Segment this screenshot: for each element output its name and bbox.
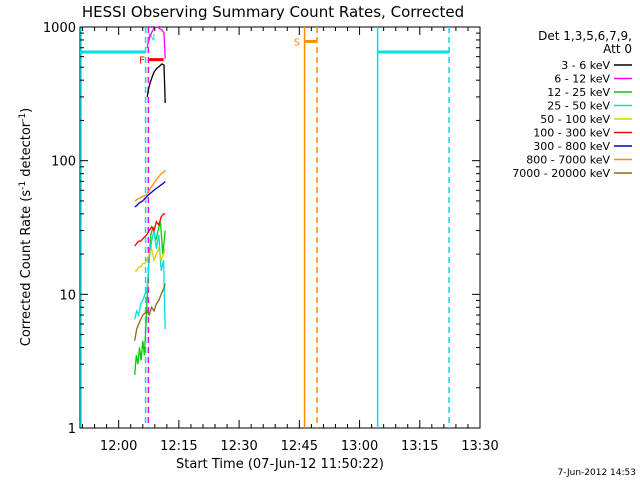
x-tick-label: 12:45 <box>281 439 318 454</box>
y-axis-label-main: Corrected Count Rate (s <box>19 190 34 347</box>
plot-frame <box>79 26 481 429</box>
series-line <box>134 283 166 341</box>
y-tick-label: 10 <box>59 288 76 303</box>
y-tick-label: 1 <box>68 422 76 437</box>
y-axis-label: Corrected Count Rate (s-1 detector-1) <box>18 108 34 346</box>
y-tick-label: 100 <box>51 155 76 170</box>
timestamp: 7-Jun-2012 14:53 <box>558 468 637 478</box>
flag-label: N <box>148 32 155 43</box>
series-line <box>146 63 166 104</box>
legend-label: 7000 - 20000 keV <box>512 167 610 180</box>
series-line <box>146 26 166 59</box>
legend-label: 300 - 800 keV <box>533 140 610 153</box>
legend-label: 25 - 50 keV <box>547 100 610 113</box>
legend-label: 3 - 6 keV <box>561 59 610 72</box>
y-axis-label-mid: detector <box>19 121 34 181</box>
legend-label: 800 - 7000 keV <box>526 154 610 167</box>
series-line <box>134 180 166 208</box>
legend-label: 12 - 25 keV <box>547 86 610 99</box>
series-line <box>134 169 166 202</box>
x-tick-label: 13:30 <box>461 439 498 454</box>
x-tick-label: 12:15 <box>160 439 197 454</box>
series-layer <box>134 26 166 375</box>
chart-title: HESSI Observing Summary Count Rates, Cor… <box>82 3 464 21</box>
x-tick-label: 12:30 <box>220 439 257 454</box>
x-tick-label: 13:00 <box>341 439 378 454</box>
markers-layer: F N S <box>80 27 450 428</box>
flag-label: F <box>139 56 145 67</box>
series-line <box>134 213 166 247</box>
y-axis-label-end: ) <box>19 108 34 113</box>
y-axis-label-sup1: -1 <box>18 181 28 190</box>
series-line <box>134 246 166 272</box>
flag-label: S <box>294 37 300 48</box>
y-tick-label: 1000 <box>43 21 76 36</box>
x-axis: 12:00 12:15 12:30 12:45 13:00 13:15 13:30 <box>82 27 499 454</box>
plot-area: F N S <box>79 26 481 429</box>
x-tick-label: 13:15 <box>401 439 438 454</box>
legend-header-line2: Att 0 <box>603 42 632 56</box>
y-axis-label-sup2: -1 <box>18 113 28 122</box>
legend-label: 100 - 300 keV <box>533 127 610 140</box>
x-tick-label: 12:00 <box>100 439 137 454</box>
legend-label: 50 - 100 keV <box>540 113 610 126</box>
series-line <box>134 221 166 375</box>
x-axis-label: Start Time (07-Jun-12 11:50:22) <box>176 457 384 472</box>
legend-header-line1: Det 1,3,5,6,7,9, <box>538 29 632 43</box>
y-axis: 1 10 100 1000 <box>43 21 480 437</box>
legend-label: 6 - 12 keV <box>554 73 610 86</box>
